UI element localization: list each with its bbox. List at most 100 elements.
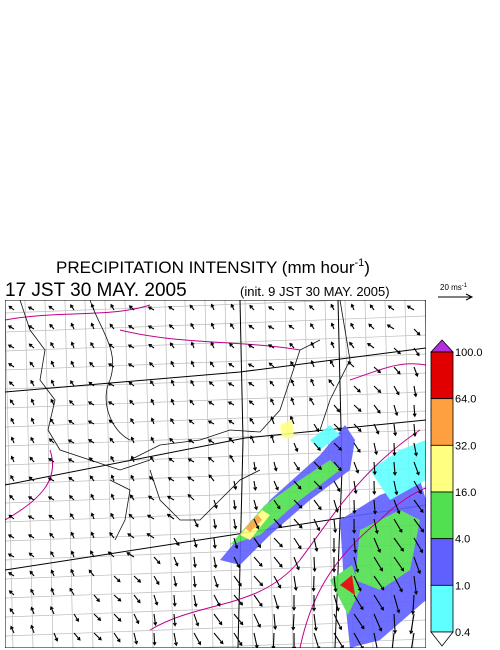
wind-arrow <box>8 514 15 520</box>
wind-arrow <box>50 569 55 577</box>
wind-arrow <box>170 379 175 387</box>
wind-arrow <box>392 613 397 635</box>
wind-arrow <box>50 587 55 596</box>
wind-arrow <box>353 404 362 412</box>
wind-arrow <box>147 325 155 330</box>
wind-arrow <box>173 575 178 587</box>
wind-arrow <box>10 455 15 463</box>
wind-arrow <box>332 556 337 573</box>
colorbar-label: 0.4 <box>455 627 470 639</box>
wind-arrow <box>293 461 300 471</box>
wind-arrow <box>90 341 95 349</box>
wind-arrow <box>47 496 55 501</box>
wind-arrow <box>70 531 75 539</box>
grid-line <box>5 300 14 648</box>
wind-arrow <box>213 613 223 626</box>
wind-arrow <box>90 303 95 311</box>
wind-arrow <box>353 385 361 393</box>
wind-arrow <box>146 514 155 520</box>
wind-arrow <box>309 304 315 311</box>
wind-arrow <box>9 608 15 615</box>
wind-arrow <box>70 360 75 368</box>
wind-arrow <box>7 344 15 349</box>
wind-arrow <box>393 366 401 375</box>
wind-arrow <box>233 480 238 491</box>
vector-key-text: 20 ms <box>440 283 462 292</box>
wind-arrow <box>209 361 215 368</box>
wind-arrow <box>310 341 315 349</box>
wind-arrow <box>413 480 422 495</box>
wind-arrow <box>30 606 35 615</box>
wind-arrow <box>333 423 342 432</box>
wind-arrow <box>228 437 235 444</box>
wind-arrow <box>128 381 135 387</box>
wind-arrow <box>293 442 299 453</box>
wind-arrow <box>88 381 95 387</box>
wind-arrow <box>27 515 35 520</box>
wind-arrow <box>247 344 255 349</box>
wind-arrow <box>193 537 198 549</box>
colorbar-label: 16.0 <box>455 487 476 499</box>
wind-arrow <box>353 423 362 433</box>
init-label: (init. 9 JST 30 MAY. 2005) <box>240 284 390 299</box>
wind-arrow <box>309 397 315 406</box>
wind-arrow <box>166 495 175 501</box>
wind-arrow <box>250 435 255 444</box>
grid-line <box>284 300 294 648</box>
wind-arrow <box>372 461 377 476</box>
wind-arrow <box>289 342 295 349</box>
wind-arrow <box>353 613 365 630</box>
wind-arrow <box>8 590 15 596</box>
colorbar-box <box>430 538 454 586</box>
wind-arrow <box>313 499 322 511</box>
wind-arrow <box>213 632 224 645</box>
wind-arrow <box>413 366 419 378</box>
wind-arrow <box>190 341 195 349</box>
wind-arrow <box>372 499 377 515</box>
wind-arrow <box>373 366 382 374</box>
wind-arrow <box>293 537 302 550</box>
wind-arrow <box>207 420 215 425</box>
title-close: ) <box>364 258 370 277</box>
vector-key-sup: -1 <box>462 283 468 289</box>
wind-arrow <box>150 398 155 406</box>
wind-arrow <box>230 323 235 330</box>
wind-arrow <box>107 401 115 406</box>
wind-arrow <box>187 494 195 501</box>
wind-arrow <box>253 499 258 511</box>
grid-line <box>5 429 426 447</box>
wind-arrow <box>333 594 340 612</box>
wind-arrow <box>293 518 303 529</box>
wind-arrow <box>247 363 255 368</box>
wind-arrow <box>193 518 199 528</box>
wind-arrow <box>172 613 177 627</box>
wind-arrow <box>48 514 55 520</box>
wind-arrow <box>110 474 115 482</box>
grid-line <box>5 467 426 485</box>
wind-arrow <box>393 499 401 515</box>
wind-arrow <box>107 363 115 368</box>
wind-arrow <box>373 613 383 632</box>
wind-arrow <box>393 423 398 437</box>
wind-arrow <box>267 306 275 311</box>
wind-arrow <box>290 397 295 406</box>
wind-arrow <box>128 325 135 330</box>
wind-arrow <box>68 419 75 425</box>
wind-arrow <box>207 457 215 463</box>
wind-arrow <box>330 322 335 330</box>
wind-arrow <box>70 550 75 558</box>
wind-arrow <box>129 494 135 501</box>
wind-arrow <box>90 322 95 330</box>
wind-arrow <box>113 632 121 643</box>
wind-arrow <box>393 347 401 355</box>
wind-arrow <box>148 343 155 349</box>
wind-arrow <box>8 381 15 387</box>
colorbar-box <box>430 584 454 633</box>
wind-arrow <box>170 398 175 406</box>
vector-key-label: 20 ms-1 <box>440 283 468 292</box>
wind-arrow <box>248 400 255 406</box>
wind-arrow <box>273 537 283 548</box>
wind-arrow <box>9 399 15 406</box>
wind-arrow <box>293 499 303 509</box>
wind-arrow <box>90 493 95 501</box>
